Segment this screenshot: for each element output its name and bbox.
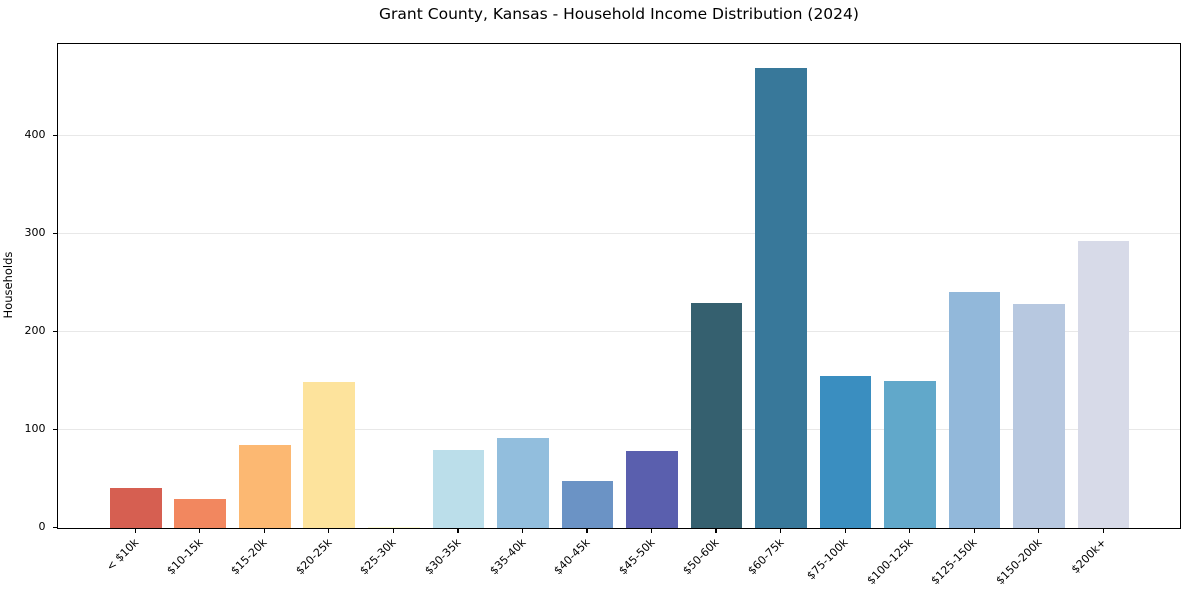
x-tick: [457, 528, 459, 533]
y-tick-label: 0: [38, 520, 46, 533]
bar-$35-40k: [497, 437, 549, 528]
x-tick: [263, 528, 265, 533]
bar-$150-200k: [1013, 303, 1065, 528]
bar-$20-25k: [303, 382, 356, 528]
y-tick-label: 400: [24, 128, 46, 142]
x-tick: [586, 528, 588, 533]
bar-< $10k: [109, 487, 162, 528]
x-tick: [1038, 528, 1040, 533]
x-tick: [650, 528, 653, 533]
bar-$30-35k: [432, 449, 485, 528]
y-tick: [52, 331, 57, 333]
x-tick: [392, 528, 394, 533]
y-gridline: [58, 233, 1180, 235]
x-tick: [844, 528, 846, 533]
x-tick: [909, 528, 911, 533]
y-tick: [52, 429, 57, 431]
x-tick: [780, 528, 782, 533]
y-tick: [52, 233, 57, 235]
bar-$75-100k: [819, 376, 872, 528]
bar-$45-50k: [626, 450, 678, 528]
bar-$25-30k: [367, 527, 420, 528]
x-tick: [134, 528, 136, 533]
y-gridline: [58, 429, 1180, 431]
y-tick-label: 300: [24, 226, 46, 240]
y-axis-label: Households: [1, 251, 15, 319]
plot-area: [57, 43, 1181, 529]
bar-$40-45k: [561, 480, 614, 528]
bar-$60-75k: [755, 67, 807, 528]
y-gridline: [58, 135, 1180, 137]
x-tick: [521, 528, 524, 533]
bar-$200k+: [1077, 240, 1130, 528]
y-tick: [52, 527, 57, 529]
x-tick: [328, 528, 330, 533]
x-tick: [1102, 528, 1104, 533]
chart-title: Grant County, Kansas - Household Income …: [379, 5, 859, 23]
y-gridline: [58, 331, 1180, 333]
y-tick: [52, 135, 57, 137]
x-tick: [973, 528, 975, 533]
y-tick-label: 100: [24, 422, 46, 436]
x-tick: [199, 528, 201, 533]
bar-$100-125k: [884, 381, 936, 528]
bar-$10-15k: [174, 498, 227, 528]
bar-$50-60k: [690, 302, 743, 528]
bar-$15-20k: [238, 444, 291, 528]
y-tick-label: 200: [24, 324, 46, 338]
bar-$125-150k: [948, 291, 1001, 528]
x-tick: [715, 528, 717, 533]
